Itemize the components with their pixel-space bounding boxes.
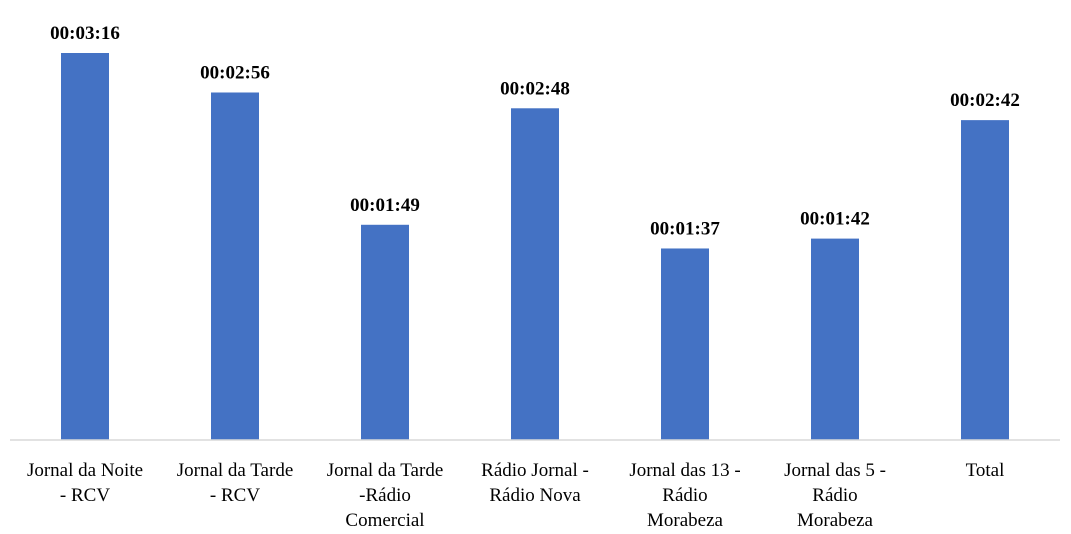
category-label-0: Jornal da Noite - RCV [27,460,143,506]
category-label-5-line-1: Rádio [812,485,857,506]
bar-4 [661,248,709,440]
bar-5 [811,238,859,440]
category-label-2: Jornal da Tarde -Rádio Comercial [327,460,444,531]
bars-group [61,53,1009,441]
category-label-2-line-2: Comercial [345,510,424,531]
data-labels-group: 00:03:16 00:02:56 00:01:49 00:02:48 00:01:37… [50,23,1020,239]
data-label-5: 00:01:42 [800,209,870,230]
category-label-0-line-0: Jornal da Noite [27,460,143,481]
data-label-4: 00:01:37 [650,218,720,239]
category-label-4-line-0: Jornal das 13 - [629,460,740,481]
category-label-3-line-1: Rádio Nova [489,485,581,506]
category-label-0-line-1: - RCV [60,485,110,506]
category-label-6: Total [966,460,1005,481]
bar-2 [361,224,409,440]
category-labels-group: Jornal da Noite - RCV Jornal da Tarde - RCV… [27,460,1004,531]
category-label-3: Rádio Jornal - Rádio Nova [481,460,589,506]
category-label-1: Jornal da Tarde - RCV [177,460,294,506]
category-label-5: Jornal das 5 - Rádio Morabeza [784,460,886,531]
category-label-1-line-0: Jornal da Tarde [177,460,294,481]
category-label-4-line-1: Rádio [662,485,707,506]
category-label-6-line-0: Total [966,460,1005,481]
data-label-1: 00:02:56 [200,62,270,83]
category-label-2-line-1: -Rádio [359,485,411,506]
bar-0 [61,53,109,440]
bar-1 [211,92,259,440]
bar-3 [511,108,559,441]
data-label-2: 00:01:49 [350,195,420,216]
category-label-5-line-0: Jornal das 5 - [784,460,886,481]
data-label-3: 00:02:48 [500,78,570,99]
category-label-2-line-0: Jornal da Tarde [327,460,444,481]
data-label-0: 00:03:16 [50,23,120,44]
category-label-1-line-1: - RCV [210,485,260,506]
data-label-6: 00:02:42 [950,90,1020,111]
category-label-4-line-2: Morabeza [647,510,724,531]
bar-6 [961,120,1009,440]
category-label-5-line-2: Morabeza [797,510,874,531]
category-label-3-line-0: Rádio Jornal - [481,460,589,481]
category-label-4: Jornal das 13 - Rádio Morabeza [629,460,740,531]
